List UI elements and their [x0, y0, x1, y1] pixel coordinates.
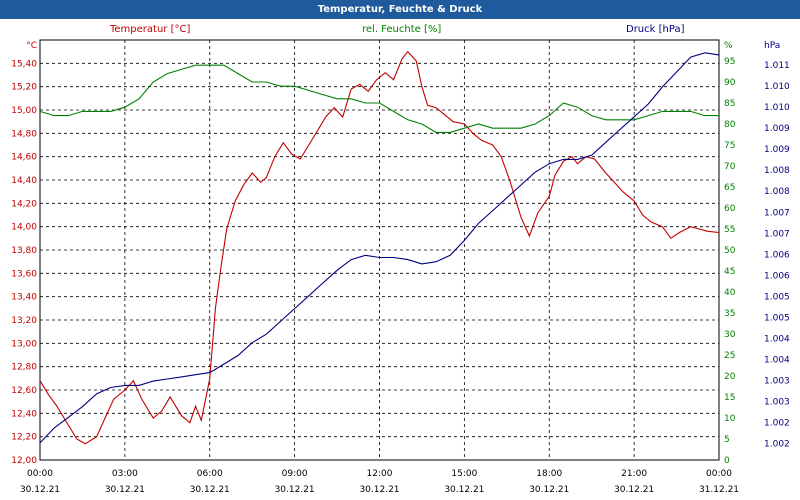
humidity-tick-label: 95 — [724, 57, 735, 67]
temperature-tick-label: 14,60 — [11, 153, 37, 163]
humidity-tick-label: 45 — [724, 267, 735, 277]
humidity-unit-label: % — [724, 41, 733, 51]
humidity-tick-label: 80 — [724, 120, 736, 130]
pressure-tick-label: 1.005 — [764, 313, 790, 323]
humidity-series-label: rel. Feuchte [%] — [362, 24, 442, 35]
humidity-tick-label: 35 — [724, 309, 735, 319]
pressure-tick-label: 1.004 — [764, 356, 790, 366]
x-tick-date-label: 31.12.21 — [699, 485, 739, 495]
pressure-tick-label: 1.011 — [764, 61, 790, 71]
humidity-tick-label: 15 — [724, 393, 735, 403]
temperature-tick-label: 13,60 — [11, 269, 37, 279]
pressure-tick-label: 1.009 — [764, 124, 790, 134]
humidity-tick-label: 60 — [724, 204, 736, 214]
humidity-tick-label: 20 — [724, 372, 736, 382]
pressure-series-line — [39, 52, 720, 444]
pressure-tick-label: 1.003 — [764, 398, 790, 408]
x-tick-date-label: 30.12.21 — [529, 485, 569, 495]
temperature-tick-label: 12,40 — [11, 409, 37, 419]
pressure-tick-label: 1.006 — [764, 250, 790, 260]
temperature-tick-label: 13,80 — [11, 246, 37, 256]
x-tick-time-label: 12:00 — [367, 469, 393, 479]
humidity-tick-label: 10 — [724, 414, 736, 424]
temperature-tick-label: 15,20 — [11, 83, 37, 93]
x-tick-time-label: 00:00 — [706, 469, 732, 479]
humidity-tick-label: 70 — [724, 162, 736, 172]
pressure-tick-label: 1.007 — [764, 229, 790, 239]
pressure-tick-label: 1.010 — [764, 82, 790, 92]
pressure-tick-label: 1.003 — [764, 377, 790, 387]
temperature-tick-label: 14,40 — [11, 176, 37, 186]
pressure-series-label: Druck [hPa] — [626, 24, 685, 35]
x-tick-time-label: 09:00 — [282, 469, 308, 479]
temperature-tick-label: 15,00 — [11, 106, 37, 116]
pressure-tick-label: 1.006 — [764, 271, 790, 281]
pressure-tick-label: 1.002 — [764, 419, 790, 429]
humidity-tick-label: 0 — [724, 456, 730, 466]
x-tick-time-label: 18:00 — [536, 469, 562, 479]
humidity-tick-label: 75 — [724, 141, 735, 151]
x-tick-date-label: 30.12.21 — [20, 485, 60, 495]
x-tick-date-label: 30.12.21 — [444, 485, 484, 495]
pressure-unit-label: hPa — [764, 41, 780, 51]
temperature-tick-label: 15,40 — [11, 59, 37, 69]
pressure-tick-label: 1.005 — [764, 292, 790, 302]
temperature-tick-label: 13,00 — [11, 339, 37, 349]
temperature-tick-label: 12,60 — [11, 386, 37, 396]
humidity-tick-label: 25 — [724, 351, 735, 361]
x-tick-time-label: 03:00 — [112, 469, 138, 479]
x-tick-date-label: 30.12.21 — [105, 485, 145, 495]
temperature-series-label: Temperatur [°C] — [110, 24, 191, 35]
temperature-tick-label: 12,20 — [11, 433, 37, 443]
x-tick-time-label: 06:00 — [197, 469, 223, 479]
humidity-tick-label: 90 — [724, 78, 736, 88]
pressure-tick-label: 1.002 — [764, 440, 790, 450]
temperature-tick-label: 12,80 — [11, 363, 37, 373]
temperature-unit-label: °C — [26, 41, 37, 51]
x-tick-time-label: 15:00 — [451, 469, 477, 479]
temperature-series-line — [39, 50, 720, 445]
temperature-tick-label: 13,40 — [11, 293, 37, 303]
humidity-tick-label: 50 — [724, 246, 736, 256]
humidity-tick-label: 65 — [724, 183, 735, 193]
pressure-tick-label: 1.007 — [764, 208, 790, 218]
temperature-tick-label: 13,20 — [11, 316, 37, 326]
pressure-tick-label: 1.010 — [764, 103, 790, 113]
x-tick-date-label: 30.12.21 — [275, 485, 315, 495]
x-tick-date-label: 30.12.21 — [614, 485, 654, 495]
temperature-tick-label: 14,20 — [11, 199, 37, 209]
pressure-tick-label: 1.008 — [764, 166, 790, 176]
humidity-tick-label: 5 — [724, 435, 730, 445]
temperature-tick-label: 14,80 — [11, 129, 37, 139]
pressure-tick-label: 1.004 — [764, 335, 790, 345]
x-tick-date-label: 30.12.21 — [190, 485, 230, 495]
temperature-tick-label: 12,00 — [11, 456, 37, 466]
pressure-tick-label: 1.009 — [764, 145, 790, 155]
x-tick-time-label: 00:00 — [27, 469, 53, 479]
x-tick-date-label: 30.12.21 — [359, 485, 399, 495]
humidity-tick-label: 55 — [724, 225, 735, 235]
chart-title: Temperatur, Feuchte & Druck — [0, 0, 800, 19]
temperature-tick-label: 14,00 — [11, 223, 37, 233]
humidity-tick-label: 85 — [724, 99, 735, 109]
humidity-tick-label: 30 — [724, 330, 736, 340]
x-tick-time-label: 21:00 — [621, 469, 647, 479]
humidity-series-line — [39, 64, 719, 133]
humidity-tick-label: 40 — [724, 288, 736, 298]
pressure-tick-label: 1.008 — [764, 187, 790, 197]
